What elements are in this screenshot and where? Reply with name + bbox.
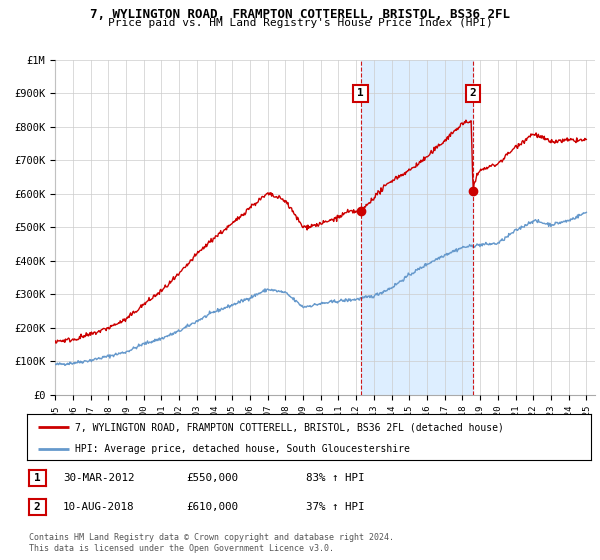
Text: £550,000: £550,000 — [186, 473, 238, 483]
Text: 37% ↑ HPI: 37% ↑ HPI — [306, 502, 365, 512]
Text: 1: 1 — [34, 473, 41, 483]
Text: 7, WYLINGTON ROAD, FRAMPTON COTTERELL, BRISTOL, BS36 2FL: 7, WYLINGTON ROAD, FRAMPTON COTTERELL, B… — [90, 8, 510, 21]
Text: Contains HM Land Registry data © Crown copyright and database right 2024.
This d: Contains HM Land Registry data © Crown c… — [29, 533, 394, 553]
Text: 2: 2 — [34, 502, 41, 512]
Text: 10-AUG-2018: 10-AUG-2018 — [63, 502, 134, 512]
Text: 2: 2 — [470, 88, 476, 99]
Text: HPI: Average price, detached house, South Gloucestershire: HPI: Average price, detached house, Sout… — [75, 444, 410, 454]
Text: 1: 1 — [357, 88, 364, 99]
Text: £610,000: £610,000 — [186, 502, 238, 512]
Text: 30-MAR-2012: 30-MAR-2012 — [63, 473, 134, 483]
Text: 7, WYLINGTON ROAD, FRAMPTON COTTERELL, BRISTOL, BS36 2FL (detached house): 7, WYLINGTON ROAD, FRAMPTON COTTERELL, B… — [75, 422, 504, 432]
Text: Price paid vs. HM Land Registry's House Price Index (HPI): Price paid vs. HM Land Registry's House … — [107, 18, 493, 29]
Bar — [361, 60, 473, 395]
Text: 83% ↑ HPI: 83% ↑ HPI — [306, 473, 365, 483]
